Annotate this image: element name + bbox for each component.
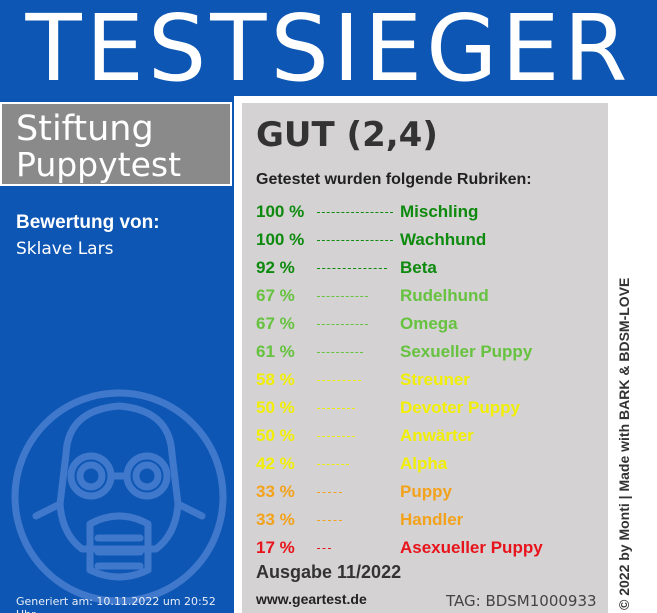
issue-label: Ausgabe 11/2022: [256, 562, 402, 582]
category-score-leader: [317, 436, 355, 437]
category-score-leader: [317, 352, 363, 353]
category-name: Asexueller Puppy: [400, 538, 543, 557]
rating-label: Bewertung von:: [16, 212, 160, 233]
category-percent: 67 %: [256, 286, 295, 305]
category-score-leader: [317, 240, 393, 241]
category-row: 50 % Anwärter: [242, 423, 608, 449]
category-name: Rudelhund: [400, 286, 489, 305]
category-name: Wachhund: [400, 230, 487, 249]
category-percent: 100 %: [256, 230, 305, 249]
category-row: 42 % Alpha: [242, 451, 608, 477]
category-row: 67 % Rudelhund: [242, 283, 608, 309]
copyright-text: © 2022 by Monti | Made with BARK & BDSM-…: [616, 277, 632, 610]
category-percent: 50 %: [256, 426, 295, 445]
gas-mask-icon: [11, 389, 227, 605]
banner-title: TESTSIEGER: [25, 0, 632, 102]
category-percent: 67 %: [256, 314, 295, 333]
category-score-leader: [317, 324, 368, 325]
rating-value: Sklave Lars: [16, 239, 114, 259]
left-column: Stiftung Puppytest Bewertung von: Sklave…: [0, 96, 234, 613]
category-percent: 17 %: [256, 538, 295, 557]
category-row: 92 % Beta: [242, 255, 608, 281]
website-label: www.geartest.de: [256, 591, 367, 607]
generated-timestamp: Generiert am: 10.11.2022 um 20:52 Uhr: [16, 595, 216, 613]
categories-heading: Getestet wurden folgende Rubriken:: [256, 171, 532, 188]
category-name: Omega: [400, 314, 458, 333]
category-score-leader: [317, 464, 349, 465]
brand-line-2: Puppytest: [16, 145, 182, 184]
grade-title: GUT (2,4): [256, 115, 438, 155]
category-percent: 61 %: [256, 342, 295, 361]
tag-label: TAG: BDSM1000933: [446, 592, 597, 610]
category-score-leader: [317, 548, 331, 549]
category-name: Anwärter: [400, 426, 474, 445]
category-score-leader: [317, 492, 342, 493]
category-percent: 92 %: [256, 258, 295, 277]
category-row: 67 % Omega: [242, 311, 608, 337]
category-score-leader: [317, 380, 361, 381]
category-name: Streuner: [400, 370, 470, 389]
category-name: Devoter Puppy: [400, 398, 520, 417]
category-row: 50 % Devoter Puppy: [242, 395, 608, 421]
category-name: Beta: [400, 258, 437, 277]
category-percent: 100 %: [256, 202, 305, 221]
category-name: Mischling: [400, 202, 479, 221]
category-score-leader: [317, 212, 393, 213]
category-row: 58 % Streuner: [242, 367, 608, 393]
category-percent: 33 %: [256, 482, 295, 501]
brand-line-1: Stiftung: [16, 109, 154, 149]
category-row: 33 % Handler: [242, 507, 608, 533]
category-percent: 42 %: [256, 454, 295, 473]
testsieger-banner: TESTSIEGER: [0, 0, 657, 96]
category-row: 33 % Puppy: [242, 479, 608, 505]
category-row: 100 % Wachhund: [242, 227, 608, 253]
category-percent: 33 %: [256, 510, 295, 529]
category-name: Handler: [400, 510, 464, 529]
category-name: Sexueller Puppy: [400, 342, 533, 361]
category-percent: 50 %: [256, 398, 295, 417]
category-score-leader: [317, 268, 387, 269]
results-panel: GUT (2,4) Getestet wurden folgende Rubri…: [242, 103, 608, 613]
category-score-leader: [317, 520, 342, 521]
category-score-leader: [317, 296, 368, 297]
category-row: 100 % Mischling: [242, 199, 608, 225]
brand-box: Stiftung Puppytest: [0, 102, 232, 186]
category-percent: 58 %: [256, 370, 295, 389]
category-name: Puppy: [400, 482, 452, 501]
category-score-leader: [317, 408, 355, 409]
category-row: 61 % Sexueller Puppy: [242, 339, 608, 365]
category-name: Alpha: [400, 454, 448, 473]
category-row: 17 % Asexueller Puppy: [242, 535, 608, 561]
